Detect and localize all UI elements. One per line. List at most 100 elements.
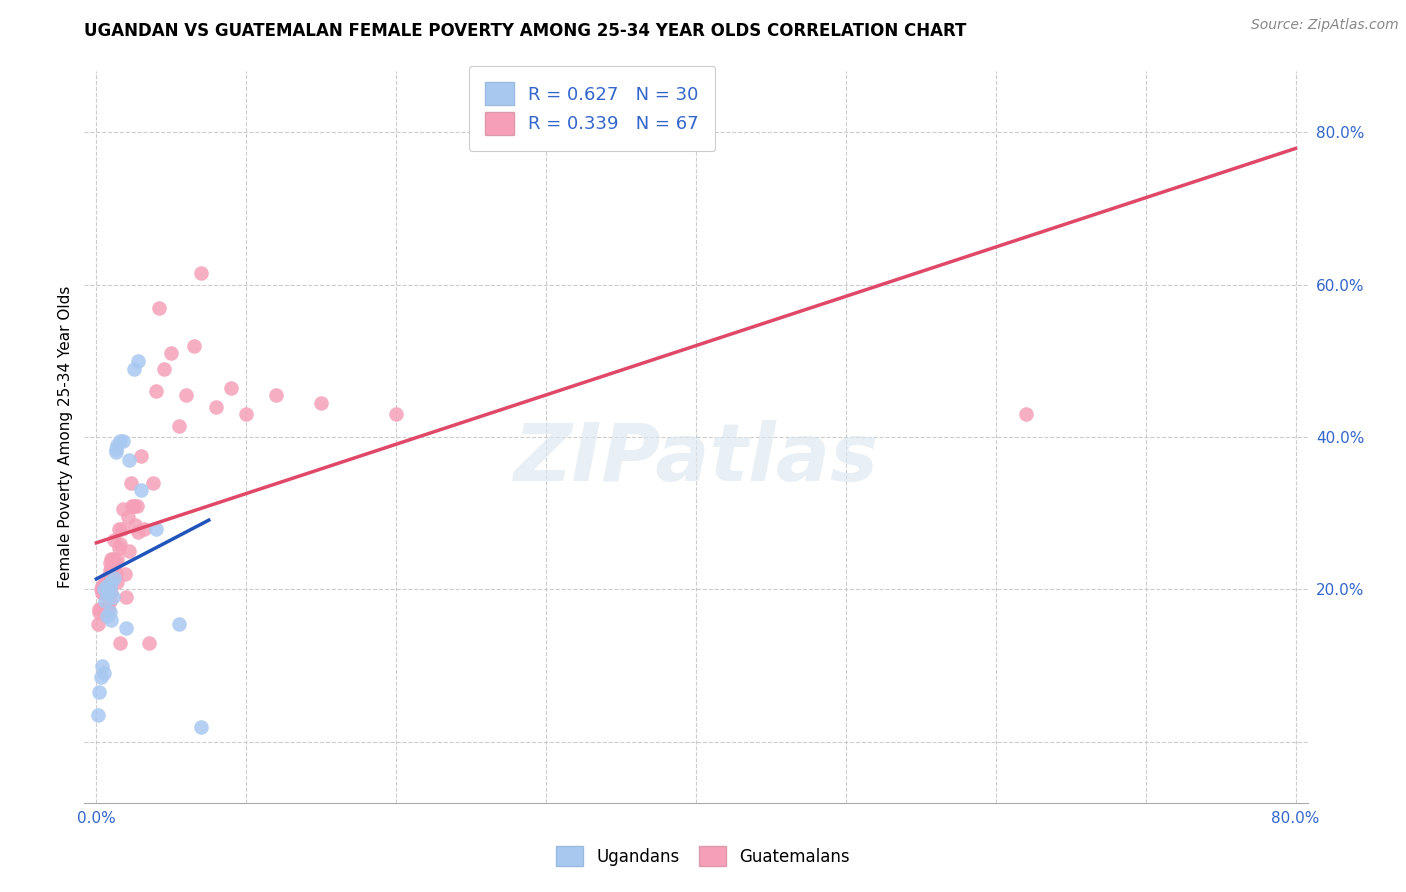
Point <box>97 586 120 600</box>
Point <box>122 361 145 376</box>
Point <box>104 567 127 582</box>
Point <box>98 594 121 608</box>
Point <box>93 582 115 597</box>
Point <box>93 582 115 597</box>
Point <box>145 384 167 399</box>
Point <box>112 502 135 516</box>
Point <box>97 586 120 600</box>
Point <box>114 567 136 582</box>
Point <box>115 621 138 635</box>
Point <box>131 483 153 498</box>
Point <box>120 475 142 490</box>
Point <box>98 563 121 577</box>
Y-axis label: Female Poverty Among 25-34 Year Olds: Female Poverty Among 25-34 Year Olds <box>58 286 73 588</box>
Point <box>108 541 131 555</box>
Point <box>118 453 141 467</box>
Point <box>105 574 128 589</box>
Legend: Ugandans, Guatemalans: Ugandans, Guatemalans <box>548 838 858 875</box>
Point <box>93 601 115 615</box>
Point <box>124 517 146 532</box>
Point <box>127 354 149 368</box>
Point <box>148 301 170 315</box>
Point <box>108 521 131 535</box>
Point <box>98 556 121 570</box>
Point <box>100 552 122 566</box>
Point <box>153 361 176 376</box>
Point <box>103 571 125 585</box>
Point <box>91 586 114 600</box>
Point <box>103 556 125 570</box>
Point <box>183 338 205 352</box>
Point <box>96 582 118 597</box>
Point <box>87 708 110 723</box>
Point <box>142 475 165 490</box>
Text: UGANDAN VS GUATEMALAN FEMALE POVERTY AMONG 25-34 YEAR OLDS CORRELATION CHART: UGANDAN VS GUATEMALAN FEMALE POVERTY AMO… <box>84 22 967 40</box>
Point <box>90 582 112 597</box>
Point <box>110 537 132 551</box>
Point <box>91 658 114 673</box>
Point <box>100 574 122 589</box>
Point <box>105 438 128 452</box>
Point <box>127 525 149 540</box>
Point <box>89 601 111 615</box>
Point <box>110 434 132 448</box>
Point <box>160 346 183 360</box>
Point <box>385 407 408 421</box>
Point <box>104 445 127 459</box>
Point <box>93 586 115 600</box>
Point <box>96 571 118 585</box>
Point <box>264 388 287 402</box>
Point <box>97 601 120 615</box>
Point <box>125 499 148 513</box>
Point <box>94 574 117 589</box>
Point <box>118 544 141 558</box>
Point <box>89 605 111 619</box>
Point <box>134 521 156 535</box>
Point <box>309 396 332 410</box>
Point <box>111 521 134 535</box>
Point <box>94 586 117 600</box>
Point <box>145 521 167 535</box>
Point <box>174 388 197 402</box>
Point <box>122 499 145 513</box>
Point <box>96 609 118 624</box>
Point <box>190 720 212 734</box>
Point <box>167 418 190 433</box>
Point <box>100 563 122 577</box>
Point <box>101 552 124 566</box>
Legend: R = 0.627   N = 30, R = 0.339   N = 67: R = 0.627 N = 30, R = 0.339 N = 67 <box>468 66 716 151</box>
Point <box>90 601 112 615</box>
Point <box>110 636 132 650</box>
Point <box>96 586 118 600</box>
Point <box>167 616 190 631</box>
Point <box>235 407 257 421</box>
Point <box>98 605 121 619</box>
Point <box>138 636 160 650</box>
Point <box>219 380 242 394</box>
Point <box>87 616 110 631</box>
Text: ZIPatlas: ZIPatlas <box>513 420 879 498</box>
Point <box>131 449 153 463</box>
Point <box>205 400 228 414</box>
Point <box>94 594 117 608</box>
Point <box>89 685 111 699</box>
Point <box>90 670 112 684</box>
Point <box>104 442 127 456</box>
Point <box>97 582 120 597</box>
Point <box>117 510 139 524</box>
Point <box>103 533 125 547</box>
Point <box>105 552 128 566</box>
Point <box>97 601 120 615</box>
Point <box>104 556 127 570</box>
Point <box>190 266 212 280</box>
Point <box>96 579 118 593</box>
Point <box>121 499 143 513</box>
Point <box>101 571 124 585</box>
Point <box>91 579 114 593</box>
Point <box>115 590 138 604</box>
Point <box>93 666 115 681</box>
Text: Source: ZipAtlas.com: Source: ZipAtlas.com <box>1251 18 1399 32</box>
Point <box>100 586 122 600</box>
Point <box>112 434 135 448</box>
Point <box>100 613 122 627</box>
